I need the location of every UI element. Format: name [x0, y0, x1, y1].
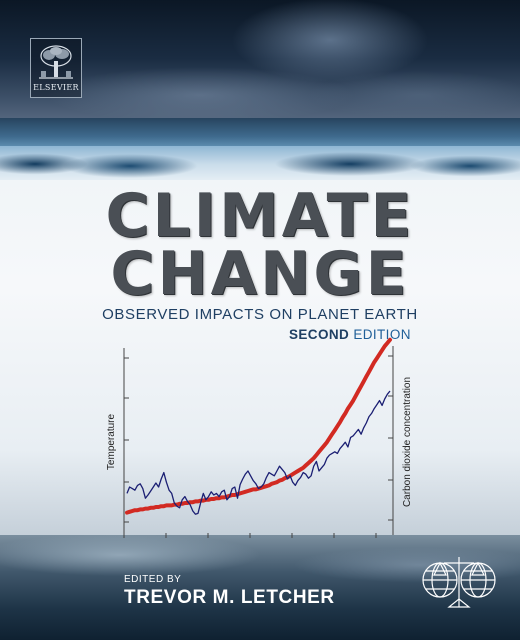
title-line-2: CHANGE — [110, 239, 410, 309]
edition-number: SECOND — [289, 327, 350, 342]
stormy-sky — [0, 0, 520, 130]
co2-series-line — [125, 337, 392, 515]
edition-word: EDITION — [349, 327, 411, 342]
subtitle: OBSERVED IMPACTS ON PLANET EARTH — [102, 306, 418, 323]
ocean-waves — [0, 146, 520, 186]
edition-label: SECOND EDITION — [289, 327, 411, 342]
right-axis-label: Carbon dioxide concentration — [402, 377, 413, 507]
elsevier-tree-icon — [39, 45, 73, 79]
left-axis-label: Temperature — [106, 413, 117, 470]
globe-scales-emblem-icon — [422, 557, 496, 608]
right-axis-ticks — [388, 355, 393, 521]
white-mist-background — [0, 180, 520, 540]
left-axis-ticks — [124, 357, 129, 523]
temperature-series-line — [126, 390, 391, 515]
edited-by-label: EDITED BY — [124, 574, 182, 585]
title-line-1: CLIMATE — [105, 181, 415, 251]
bottom-axis-ticks — [123, 533, 377, 538]
editor-name: TREVOR M. LETCHER — [124, 587, 335, 608]
publisher-name: ELSEVIER — [33, 83, 79, 92]
publisher-logo: ELSEVIER — [30, 38, 82, 98]
